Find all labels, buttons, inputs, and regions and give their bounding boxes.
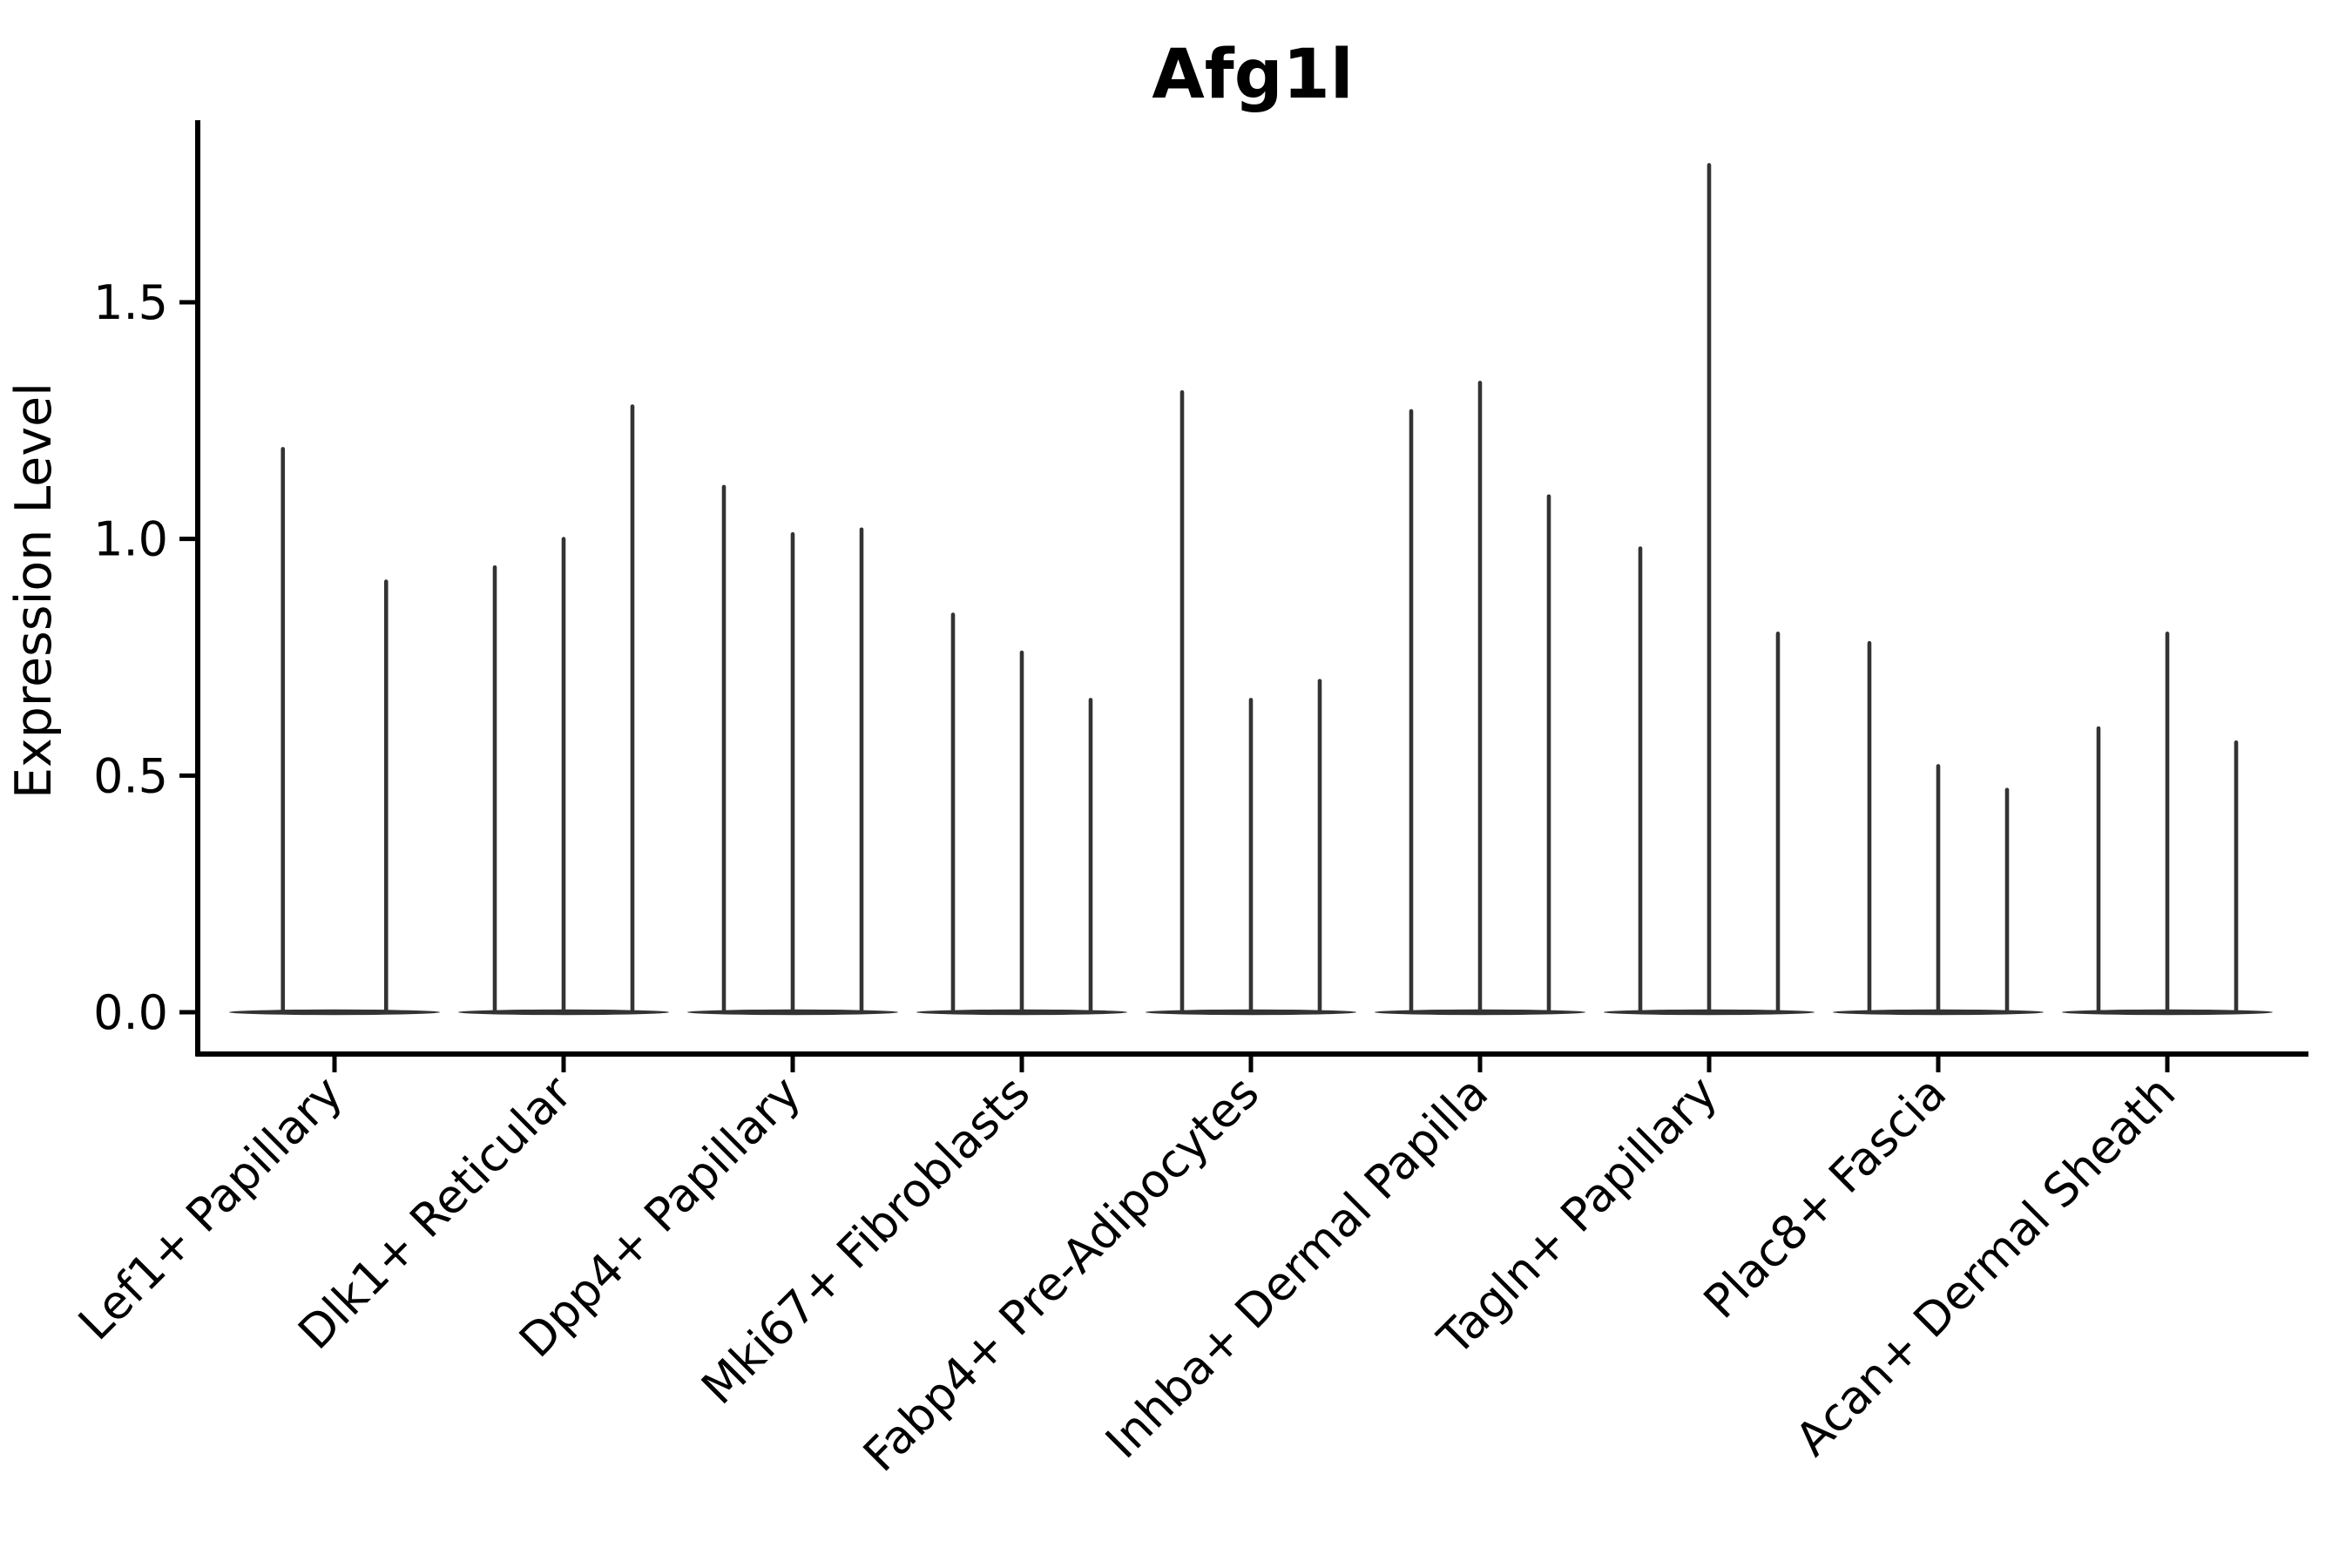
violin-base bbox=[229, 1009, 440, 1016]
y-tick-label: 1.0 bbox=[93, 512, 168, 567]
y-axis-label: Expression Level bbox=[5, 382, 63, 799]
y-tick-label: 0.0 bbox=[93, 985, 168, 1040]
chart-title: Afg1l bbox=[1152, 36, 1353, 114]
x-tick-label: Fabp4+ Pre-Adipocytes bbox=[854, 1066, 1269, 1482]
x-tick-label: Acan+ Dermal Sheath bbox=[1786, 1066, 2186, 1466]
x-tick-label: Inhba+ Dermal Papilla bbox=[1096, 1066, 1498, 1469]
y-tick-label: 1.5 bbox=[93, 275, 168, 330]
y-tick-label: 0.5 bbox=[93, 748, 168, 803]
x-tick-label: Plac8+ Fascia bbox=[1694, 1066, 1957, 1328]
